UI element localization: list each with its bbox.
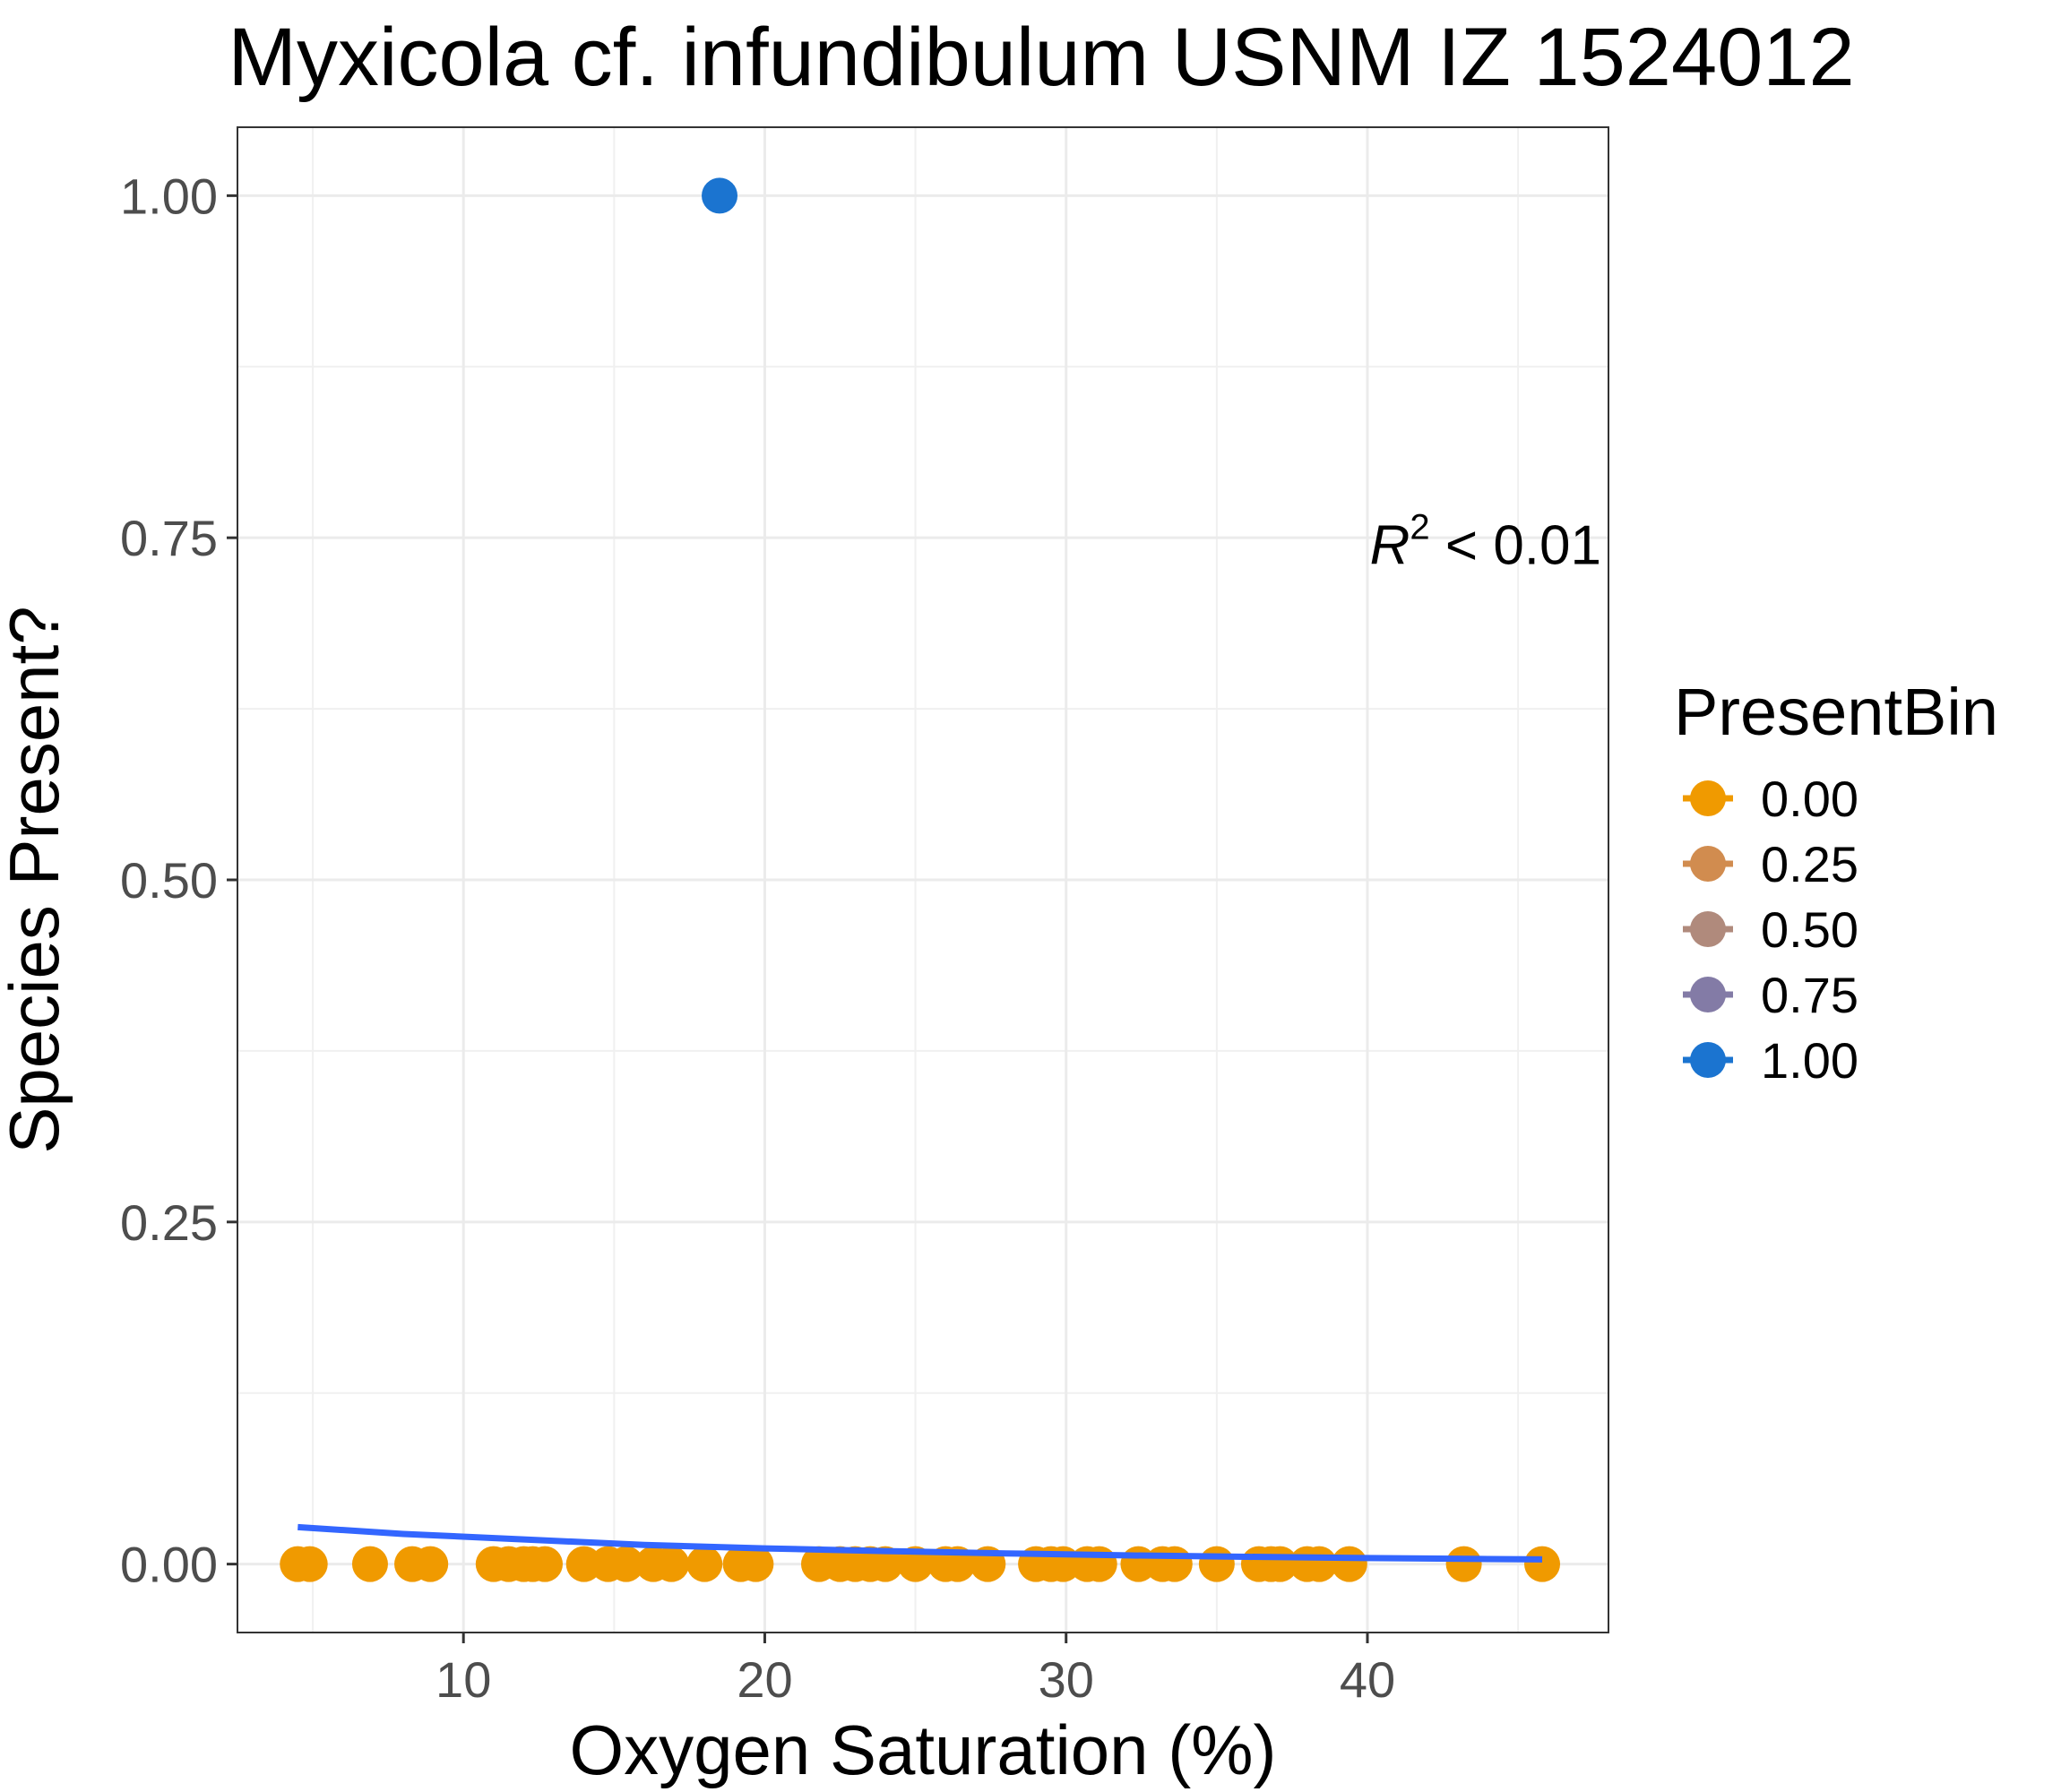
data-point: [702, 177, 738, 214]
data-point: [867, 1546, 903, 1582]
r-squared-base: R: [1370, 514, 1410, 576]
legend-label: 0.75: [1761, 967, 1858, 1023]
data-point: [897, 1546, 934, 1582]
fit-line: [298, 1523, 1543, 1563]
legend-label: 0.00: [1761, 771, 1858, 827]
x-axis-title: Oxygen Saturation (%): [569, 1710, 1276, 1789]
data-point: [526, 1546, 563, 1582]
legend-label: 0.25: [1761, 836, 1858, 892]
legend-label: 1.00: [1761, 1032, 1858, 1089]
data-point: [608, 1546, 644, 1582]
data-point: [291, 1546, 328, 1582]
x-axis: 10 20 30 40: [435, 1633, 1395, 1708]
legend: PresentBin 0.00 0.25 0.50 0.75 1.00: [1674, 675, 1998, 1089]
legend-label: 0.50: [1761, 901, 1858, 958]
data-point: [1524, 1546, 1561, 1582]
y-axis-title: Species Present?: [0, 606, 73, 1153]
data-point: [737, 1546, 774, 1582]
data-point: [351, 1546, 388, 1582]
y-tick-label: 0.75: [120, 510, 218, 566]
r-squared-annotation: R2 < 0.01: [1370, 507, 1601, 576]
x-tick-label: 20: [737, 1651, 792, 1708]
r-squared-superscript: 2: [1410, 507, 1429, 547]
x-tick-label: 40: [1340, 1651, 1395, 1708]
y-tick-label: 0.50: [120, 852, 218, 909]
data-point: [1198, 1546, 1235, 1582]
x-tick-label: 30: [1039, 1651, 1094, 1708]
legend-key-point: [1690, 977, 1726, 1012]
chart-title: Myxicola cf. infundibulum USNM IZ 152401…: [228, 12, 1854, 103]
y-axis: 0.00 0.25 0.50 0.75 1.00: [120, 168, 237, 1593]
r-squared-value: < 0.01: [1430, 514, 1601, 576]
data-point: [1156, 1546, 1193, 1582]
y-tick-label: 0.25: [120, 1194, 218, 1251]
x-tick-label: 10: [435, 1651, 491, 1708]
legend-key-point: [1690, 1042, 1726, 1078]
y-tick-label: 1.00: [120, 168, 218, 224]
legend-key-point: [1690, 780, 1726, 816]
plot-panel: R2 < 0.01: [237, 126, 1609, 1633]
data-point: [1331, 1546, 1367, 1582]
data-point: [653, 1546, 690, 1582]
legend-key-point: [1690, 846, 1726, 882]
legend-title: PresentBin: [1674, 675, 1998, 749]
y-tick-label: 0.00: [120, 1537, 218, 1593]
data-point: [412, 1546, 449, 1582]
data-point: [1445, 1546, 1482, 1582]
legend-key-point: [1690, 911, 1726, 947]
data-point: [1081, 1546, 1117, 1582]
data-point: [686, 1546, 723, 1582]
